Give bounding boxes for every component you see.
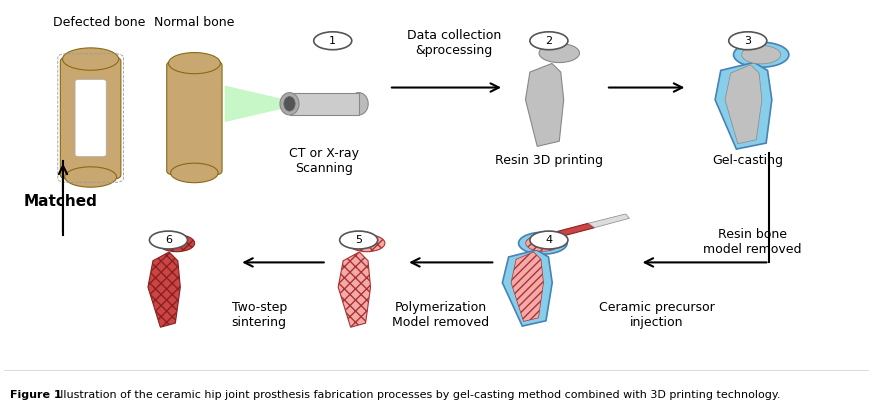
Polygon shape: [338, 252, 370, 327]
Polygon shape: [715, 62, 772, 149]
Circle shape: [149, 231, 188, 249]
Text: Ceramic precursor
injection: Ceramic precursor injection: [599, 301, 715, 329]
Text: 6: 6: [165, 235, 172, 245]
Polygon shape: [224, 85, 290, 122]
Ellipse shape: [539, 44, 580, 63]
Circle shape: [530, 32, 568, 50]
Text: Figure 1: Figure 1: [10, 391, 62, 400]
FancyBboxPatch shape: [60, 57, 120, 179]
Text: 1: 1: [329, 36, 336, 46]
Text: Two-step
sintering: Two-step sintering: [231, 301, 287, 329]
Text: Illustration of the ceramic hip joint prosthesis fabrication processes by gel-ca: Illustration of the ceramic hip joint pr…: [50, 391, 780, 400]
Polygon shape: [511, 252, 544, 321]
Text: Defected bone: Defected bone: [53, 16, 146, 29]
Ellipse shape: [348, 235, 385, 251]
Ellipse shape: [170, 163, 218, 183]
Polygon shape: [502, 250, 553, 326]
Polygon shape: [725, 65, 762, 144]
Text: Resin bone
model removed: Resin bone model removed: [703, 228, 801, 256]
Ellipse shape: [159, 235, 195, 251]
Text: Resin 3D printing: Resin 3D printing: [495, 154, 603, 167]
Text: 3: 3: [745, 36, 752, 46]
Circle shape: [530, 231, 568, 249]
Ellipse shape: [63, 48, 119, 70]
Text: Polymerization
Model removed: Polymerization Model removed: [392, 301, 490, 329]
Polygon shape: [290, 93, 359, 115]
Circle shape: [313, 32, 352, 50]
Text: 5: 5: [355, 235, 362, 245]
Text: Data collection
&processing: Data collection &processing: [407, 29, 501, 57]
Polygon shape: [557, 223, 595, 236]
Polygon shape: [526, 63, 564, 146]
Ellipse shape: [280, 93, 299, 115]
Polygon shape: [148, 252, 181, 327]
Circle shape: [729, 32, 766, 50]
Text: Gel-casting: Gel-casting: [712, 154, 783, 167]
FancyBboxPatch shape: [75, 79, 107, 157]
Circle shape: [340, 231, 378, 249]
Text: 4: 4: [546, 235, 553, 245]
Polygon shape: [588, 214, 629, 228]
Text: CT or X-ray
Scanning: CT or X-ray Scanning: [289, 147, 359, 175]
Ellipse shape: [284, 97, 295, 111]
Ellipse shape: [519, 232, 567, 254]
Ellipse shape: [526, 235, 560, 251]
Ellipse shape: [168, 53, 220, 74]
Text: 2: 2: [546, 36, 553, 46]
Ellipse shape: [733, 42, 789, 67]
FancyBboxPatch shape: [167, 61, 222, 175]
Text: Matched: Matched: [24, 194, 97, 209]
Ellipse shape: [65, 167, 117, 187]
Ellipse shape: [349, 93, 368, 115]
Ellipse shape: [742, 46, 780, 64]
Text: Normal bone: Normal bone: [155, 16, 235, 29]
